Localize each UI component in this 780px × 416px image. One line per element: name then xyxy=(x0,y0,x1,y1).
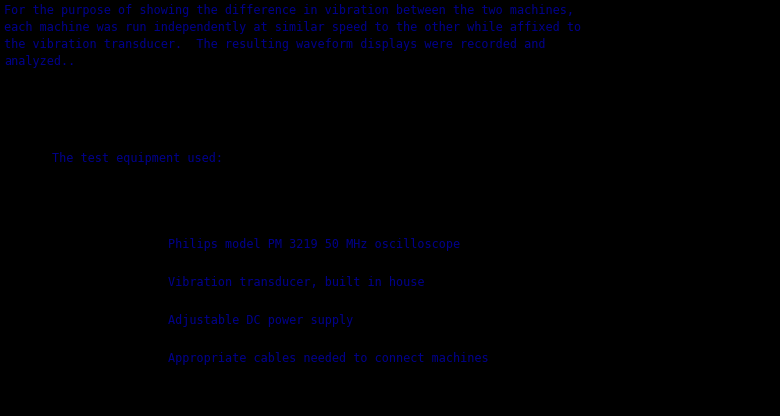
Text: The test equipment used:: The test equipment used: xyxy=(52,152,223,165)
Text: the vibration transducer.  The resulting waveform displays were recorded and: the vibration transducer. The resulting … xyxy=(4,38,545,51)
Text: Philips model PM 3219 50 MHz oscilloscope: Philips model PM 3219 50 MHz oscilloscop… xyxy=(168,238,460,251)
Text: Adjustable DC power supply: Adjustable DC power supply xyxy=(168,314,353,327)
Text: Appropriate cables needed to connect machines: Appropriate cables needed to connect mac… xyxy=(168,352,488,365)
Text: Vibration transducer, built in house: Vibration transducer, built in house xyxy=(168,276,424,289)
Text: For the purpose of showing the difference in vibration between the two machines,: For the purpose of showing the differenc… xyxy=(4,4,574,17)
Text: each machine was run independently at similar speed to the other while affixed t: each machine was run independently at si… xyxy=(4,21,581,34)
Text: analyzed..: analyzed.. xyxy=(4,55,75,68)
